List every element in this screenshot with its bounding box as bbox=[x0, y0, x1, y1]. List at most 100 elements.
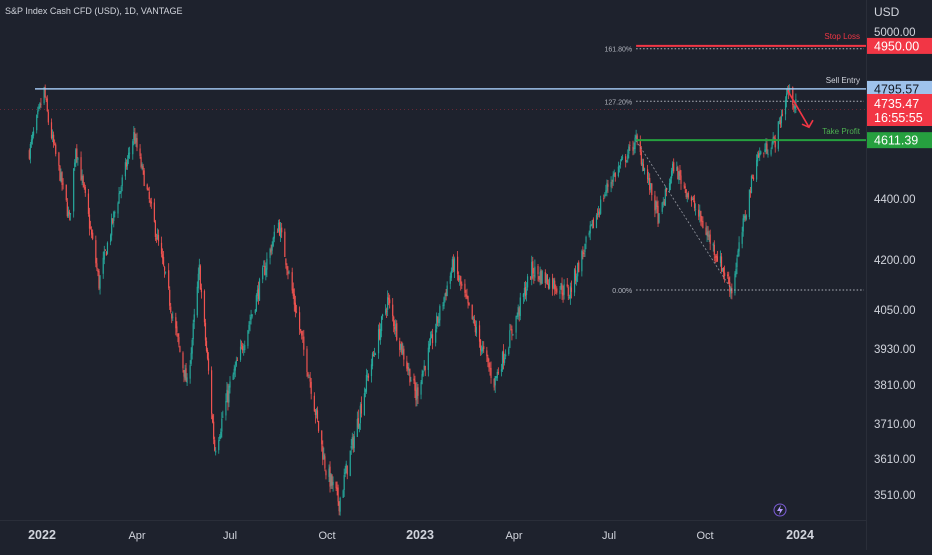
sell-entry-price-tag-text: 4795.57 bbox=[874, 82, 919, 96]
price-tick-label: 3810.00 bbox=[874, 380, 916, 392]
candle bbox=[270, 244, 272, 256]
fib-trend-line[interactable] bbox=[635, 140, 733, 291]
candle bbox=[781, 109, 784, 117]
candle bbox=[184, 364, 186, 381]
candle bbox=[92, 229, 94, 241]
candle bbox=[523, 282, 526, 302]
candle bbox=[687, 191, 689, 200]
candle bbox=[276, 228, 279, 233]
candle bbox=[716, 250, 718, 262]
candle bbox=[293, 288, 295, 312]
price-tick-label: 3610.00 bbox=[874, 454, 916, 466]
candle bbox=[135, 133, 137, 147]
candle bbox=[449, 272, 451, 290]
candle bbox=[316, 406, 319, 423]
fib-level[interactable]: 127.20% bbox=[604, 99, 864, 106]
candle bbox=[313, 392, 315, 412]
stop-loss-price-tag-text: 4950.00 bbox=[874, 39, 919, 53]
candle bbox=[211, 366, 213, 420]
candle bbox=[481, 345, 483, 356]
candle bbox=[435, 323, 437, 347]
candle bbox=[308, 374, 310, 378]
candle bbox=[150, 197, 152, 209]
candle bbox=[278, 219, 281, 237]
sell-entry-label: Sell Entry bbox=[826, 76, 860, 85]
candle bbox=[719, 250, 722, 267]
candle bbox=[413, 373, 415, 384]
candle bbox=[243, 343, 245, 356]
candle bbox=[444, 292, 446, 303]
sell-entry-price-tag[interactable]: 4795.57 bbox=[867, 80, 932, 97]
candle bbox=[517, 304, 519, 320]
candle bbox=[251, 314, 253, 319]
time-axis[interactable]: 2022 Apr Jul Oct 2023 Apr Jul Oct 2024 bbox=[28, 528, 814, 542]
candle bbox=[699, 204, 701, 223]
take-profit-price-tag[interactable]: 4611.39 bbox=[867, 132, 932, 149]
candle bbox=[736, 254, 738, 275]
candle bbox=[500, 363, 503, 377]
candle bbox=[329, 461, 331, 493]
lightning-icon[interactable] bbox=[773, 503, 787, 517]
candle bbox=[66, 198, 68, 218]
time-tick-label: Apr bbox=[505, 530, 522, 542]
candle bbox=[731, 283, 733, 300]
candle bbox=[200, 283, 202, 299]
candle bbox=[465, 289, 467, 300]
candle bbox=[199, 264, 201, 290]
candle bbox=[271, 241, 273, 255]
candle bbox=[680, 170, 682, 190]
currency-label[interactable]: USD bbox=[874, 5, 900, 19]
candle bbox=[759, 147, 761, 161]
candle bbox=[407, 362, 409, 376]
price-axis[interactable]: 5000.00 4400.00 4200.00 4050.00 3930.00 3810.… bbox=[874, 27, 916, 502]
candle bbox=[495, 375, 497, 381]
candle bbox=[28, 148, 30, 161]
candle bbox=[752, 174, 755, 181]
candle bbox=[147, 187, 149, 191]
candle bbox=[37, 106, 39, 118]
candle bbox=[36, 114, 38, 134]
candle bbox=[226, 382, 228, 403]
candle bbox=[679, 164, 681, 180]
candle bbox=[722, 266, 725, 280]
candle bbox=[439, 304, 441, 327]
candle bbox=[452, 254, 455, 273]
candle bbox=[214, 436, 216, 452]
candle bbox=[406, 355, 408, 372]
candle bbox=[292, 282, 294, 299]
candle bbox=[578, 260, 580, 273]
candle bbox=[350, 438, 352, 455]
candle bbox=[250, 309, 252, 325]
candle bbox=[628, 144, 630, 159]
candle bbox=[386, 307, 388, 318]
candle bbox=[342, 489, 344, 499]
candle bbox=[46, 95, 48, 113]
candle bbox=[396, 320, 398, 342]
candle bbox=[665, 187, 667, 197]
stop-loss-price-tag[interactable]: 4950.00 bbox=[867, 37, 932, 54]
candle bbox=[399, 337, 401, 357]
candle bbox=[486, 346, 488, 363]
candle bbox=[502, 344, 505, 370]
candle bbox=[321, 430, 323, 452]
candle bbox=[366, 370, 369, 381]
candle bbox=[315, 407, 318, 419]
candle bbox=[671, 167, 673, 184]
candle bbox=[634, 134, 636, 154]
candle bbox=[55, 142, 57, 157]
candle bbox=[532, 257, 534, 280]
fib-level[interactable]: 161.80% bbox=[604, 47, 864, 54]
candle bbox=[518, 306, 520, 322]
candle bbox=[600, 195, 602, 216]
candle bbox=[590, 224, 592, 227]
candle bbox=[611, 179, 613, 189]
arrow-down-icon[interactable] bbox=[786, 90, 814, 129]
candle bbox=[51, 129, 54, 143]
fib-level[interactable]: 0.00% bbox=[612, 288, 864, 295]
candle bbox=[206, 347, 209, 361]
candle bbox=[127, 147, 130, 165]
candle bbox=[737, 248, 739, 258]
